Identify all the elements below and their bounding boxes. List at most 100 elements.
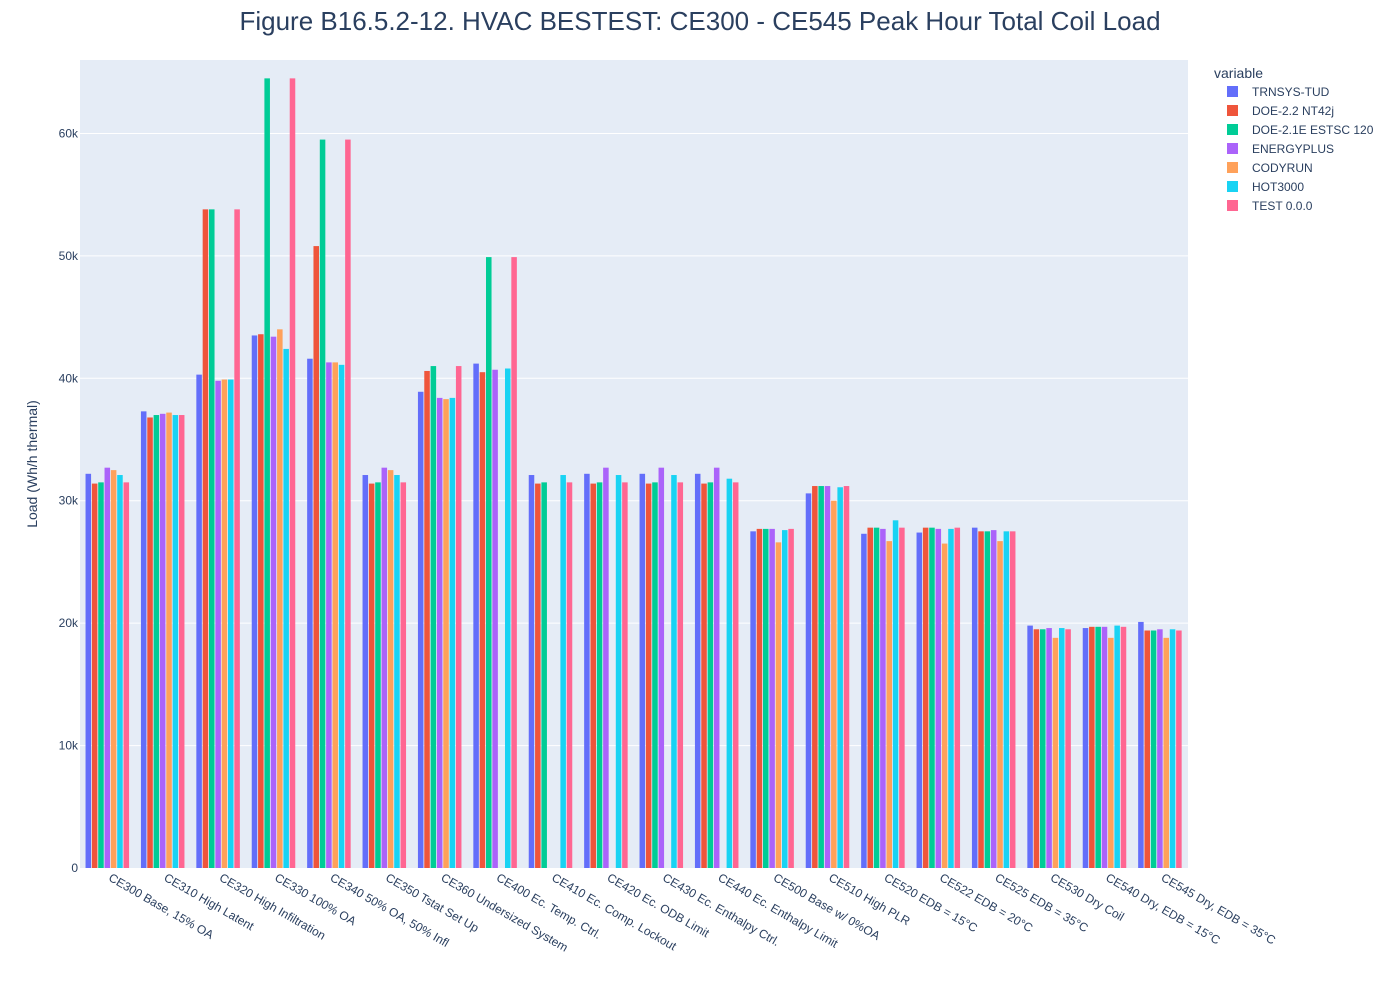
- bar: [535, 483, 541, 868]
- bar: [652, 482, 658, 868]
- bar: [954, 527, 961, 868]
- bar: [805, 493, 812, 868]
- bar: [436, 397, 443, 868]
- bar: [140, 411, 147, 868]
- legend-item[interactable]: DOE-2.1E ESTSC 120: [1227, 123, 1374, 137]
- y-tick-label: 40k: [59, 371, 79, 385]
- bar: [590, 483, 597, 868]
- bar: [984, 531, 991, 868]
- y-tick-label: 0: [71, 861, 78, 875]
- bar: [603, 467, 609, 868]
- bar: [400, 482, 407, 868]
- series-3: [104, 336, 1163, 868]
- legend-item[interactable]: ENERGYPLUS: [1227, 142, 1334, 156]
- y-tick-label: 10k: [59, 739, 79, 753]
- bar: [1027, 625, 1033, 868]
- legend-item[interactable]: TRNSYS-TUD: [1227, 85, 1330, 99]
- bar: [763, 528, 769, 868]
- bar: [258, 334, 264, 868]
- bar: [781, 530, 788, 868]
- bar: [394, 475, 400, 868]
- legend: variable TRNSYS-TUD DOE-2.2 NT42j DOE-2.1E…: [1214, 65, 1374, 213]
- bar: [283, 348, 289, 868]
- legend-swatch: [1227, 86, 1238, 97]
- bar: [843, 486, 850, 868]
- bar: [381, 467, 388, 868]
- bar: [788, 528, 794, 868]
- bar: [1040, 629, 1046, 868]
- bar: [492, 369, 498, 868]
- bar: [1009, 531, 1016, 868]
- legend-swatch: [1227, 181, 1238, 192]
- bar: [769, 528, 775, 868]
- bar: [234, 209, 240, 869]
- legend-item[interactable]: DOE-2.2 NT42j: [1227, 104, 1334, 118]
- bar: [455, 366, 462, 868]
- bar: [449, 397, 456, 868]
- bar: [756, 528, 763, 868]
- bar: [368, 483, 375, 868]
- bar: [251, 335, 258, 868]
- bar: [929, 527, 935, 868]
- bar: [227, 379, 234, 868]
- bar: [1120, 626, 1127, 868]
- bar: [375, 482, 381, 868]
- bar: [818, 486, 824, 868]
- bar: [1114, 625, 1120, 868]
- bar: [867, 527, 874, 868]
- bar: [916, 532, 923, 868]
- bar: [1163, 637, 1169, 868]
- bar: [1082, 628, 1089, 868]
- bar: [1003, 531, 1010, 868]
- chart-title: Figure B16.5.2-12. HVAC BESTEST: CE300 -…: [239, 6, 1160, 36]
- bar: [289, 78, 296, 868]
- bar: [971, 527, 978, 868]
- x-tick-label: CE350 Tstat Set Up: [383, 870, 481, 935]
- bar: [713, 467, 720, 868]
- legend-item[interactable]: TEST 0.0.0: [1227, 199, 1313, 213]
- bar: [1033, 629, 1040, 868]
- bar: [196, 374, 202, 868]
- bar: [899, 527, 905, 868]
- bar: [941, 543, 948, 868]
- legend-item[interactable]: CODYRUN: [1227, 161, 1313, 175]
- bar: [726, 478, 733, 868]
- bar: [417, 391, 424, 868]
- bar: [172, 415, 179, 868]
- y-axis-title: Load (Wh/h thermal): [24, 400, 40, 528]
- legend-label: ENERGYPLUS: [1252, 142, 1334, 156]
- legend-swatch: [1227, 124, 1238, 135]
- bar: [707, 482, 714, 868]
- bar: [1052, 637, 1059, 868]
- bar: [1058, 628, 1065, 868]
- legend-item[interactable]: HOT3000: [1227, 180, 1304, 194]
- bar: [935, 528, 942, 868]
- bar: [528, 475, 535, 868]
- bar: [479, 372, 486, 868]
- plot-background: [80, 60, 1188, 868]
- bar: [270, 336, 277, 868]
- bar: [750, 531, 756, 868]
- legend-label: CODYRUN: [1252, 161, 1313, 175]
- bar: [123, 482, 130, 868]
- bar: [1138, 621, 1144, 868]
- legend-label: DOE-2.1E ESTSC 120: [1252, 123, 1374, 137]
- y-tick-label: 20k: [59, 616, 79, 630]
- bar: [1176, 630, 1182, 868]
- bar: [645, 483, 652, 868]
- legend-swatch: [1227, 143, 1238, 154]
- bar: [345, 139, 351, 869]
- bar: [209, 209, 215, 869]
- series-4: [110, 329, 1169, 868]
- legend-label: DOE-2.2 NT42j: [1252, 104, 1334, 118]
- bar: [1108, 637, 1114, 868]
- bar: [473, 363, 479, 868]
- bar: [147, 417, 153, 868]
- bar: [639, 473, 646, 868]
- bar: [362, 475, 369, 868]
- x-tick-label: CE525 EDB = 35°C: [993, 870, 1091, 935]
- bar: [671, 475, 677, 868]
- bar: [694, 473, 701, 868]
